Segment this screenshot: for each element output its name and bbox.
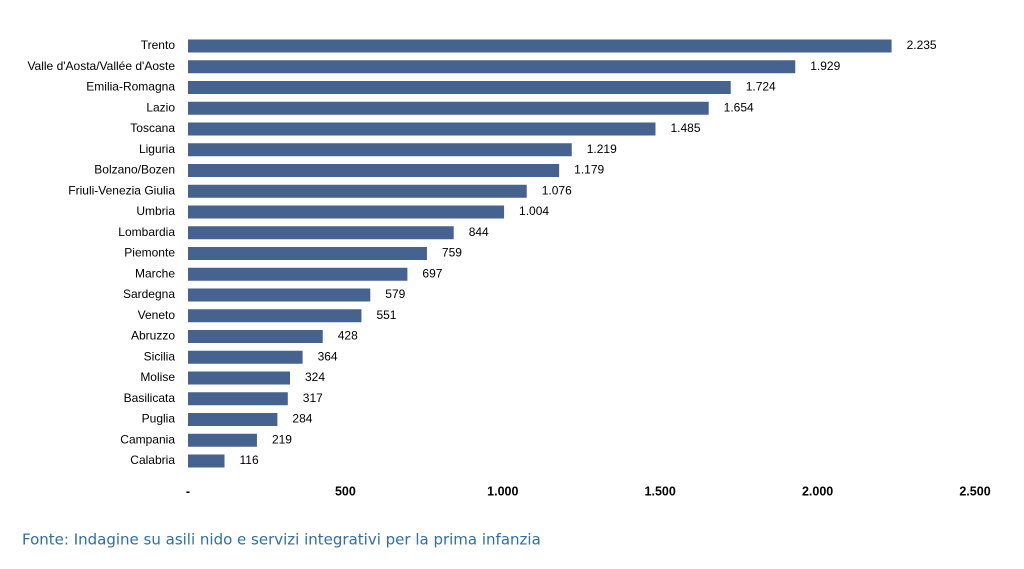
bar [188,267,408,281]
y-tick-label: Friuli-Venezia Giulia [68,183,175,197]
bar [188,309,362,323]
bar [188,39,892,53]
y-tick-label: Liguria [139,142,175,156]
bar [188,350,303,364]
value-label: 219 [272,432,292,446]
bar [188,247,427,260]
value-label: 1.004 [519,204,549,218]
value-label: 1.076 [542,183,572,197]
y-tick-label: Basilicata [124,391,176,405]
y-tick-label: Toscana [130,121,175,135]
y-tick-label: Piemonte [124,246,175,260]
x-tick-label: 1.500 [645,484,676,498]
y-tick-label: Umbria [136,204,175,218]
y-tick-label: Lombardia [118,225,175,239]
y-tick-label: Veneto [138,308,176,322]
y-tick-label: Marche [135,266,175,280]
value-label: 428 [338,329,358,343]
y-tick-label: Emilia-Romagna [86,80,175,94]
x-tick-label: 2.000 [802,484,833,498]
value-label: 579 [385,287,405,301]
value-label: 697 [422,266,442,280]
bar [188,433,257,447]
bar [188,288,371,302]
bar [188,392,288,406]
value-label: 317 [303,391,323,405]
value-label: 1.219 [587,142,617,156]
bar [188,164,560,177]
y-tick-label: Trento [141,38,176,52]
bar [188,413,278,426]
bar [188,60,796,74]
y-tick-label: Lazio [146,100,175,114]
value-label: 844 [469,225,489,239]
bar [188,226,454,240]
y-tick-label: Calabria [130,453,175,467]
bar [188,454,225,468]
value-label: 1.485 [670,121,700,135]
bar [188,101,709,115]
y-tick-label: Molise [140,370,175,384]
value-label: 1.724 [746,80,776,94]
y-tick-label: Sardegna [123,287,175,301]
y-tick-label: Puglia [142,412,176,426]
value-label: 1.929 [810,59,840,73]
value-label: 284 [292,412,312,426]
bar [188,143,572,157]
value-label: 324 [305,370,325,384]
value-label: 1.654 [724,100,754,114]
bar [188,205,505,219]
value-label: 759 [442,246,462,260]
y-tick-label: Sicilia [144,349,176,363]
x-tick-label: 500 [335,484,356,498]
value-label: 2.235 [907,38,937,52]
bar [188,330,323,343]
y-tick-label: Bolzano/Bozen [94,163,175,177]
bar [188,122,656,136]
x-tick-label: 1.000 [487,484,518,498]
bar [188,184,527,198]
value-label: 1.179 [574,163,604,177]
x-tick-label: 2.500 [959,484,990,498]
x-tick-label: - [186,484,190,498]
bar [188,371,290,385]
y-tick-label: Abruzzo [131,329,175,343]
y-tick-label: Valle d'Aosta/Vallée d'Aoste [27,59,175,73]
value-label: 364 [318,349,338,363]
bar [188,81,731,94]
value-label: 116 [240,453,259,467]
y-tick-label: Campania [120,432,175,446]
value-label: 551 [376,308,396,322]
source-note: Fonte: Indagine su asili nido e servizi … [22,531,541,549]
